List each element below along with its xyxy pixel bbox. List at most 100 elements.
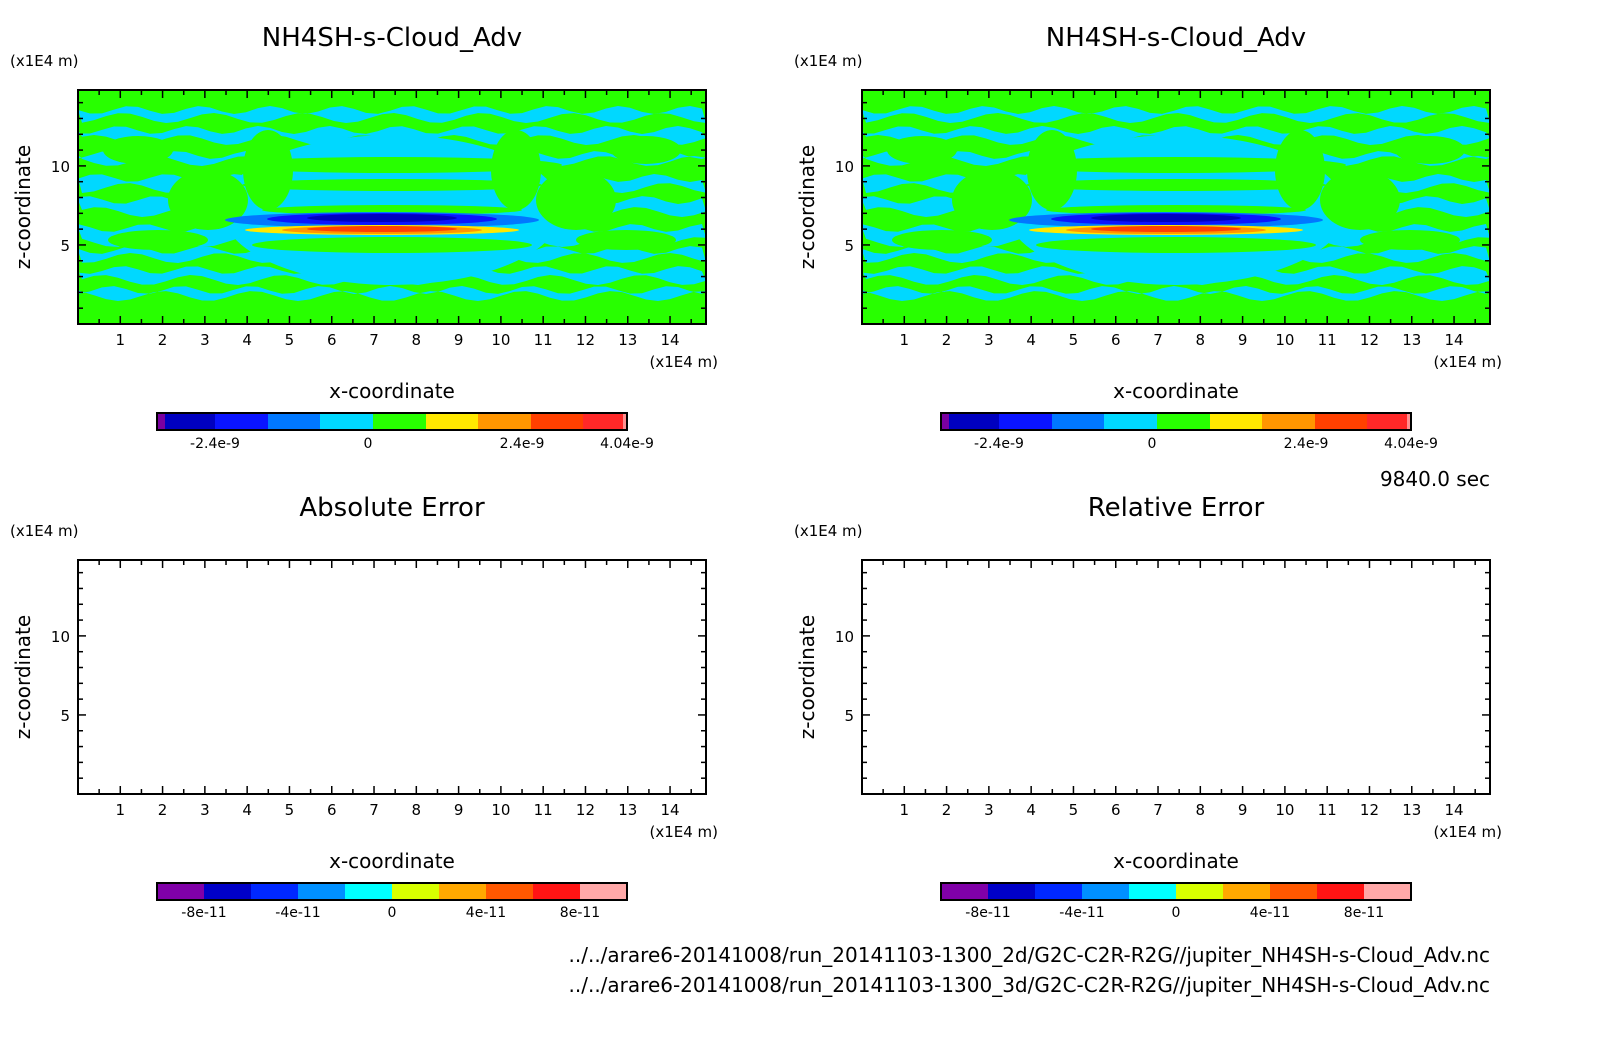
contour-field [862,90,1490,324]
x-tick-label: 14 [661,801,680,819]
colorbar-swatch [1317,883,1364,900]
x-unit-label: (x1E4 m) [1433,823,1502,841]
y-axis-label: z-coordinate [795,145,819,269]
x-tick-label: 5 [1069,331,1079,349]
colorbar-frame [940,882,1412,901]
plot-panel: Relative Error (x1E4 m) (x1E4 m) x-coordina… [794,493,1502,921]
colorbar-swatch [1210,413,1262,430]
contour-negative [1091,214,1241,222]
y-tick-label: 5 [844,237,854,255]
y-axis-label: z-coordinate [11,615,35,739]
contour-band [862,106,1490,123]
file-path-2: ../../arare6-20141008/run_20141103-1300_… [569,973,1490,997]
colorbar-swatch [1315,413,1367,430]
x-tick-label: 12 [1360,801,1379,819]
x-tick-label: 2 [158,331,168,349]
colorbar-tick-label: 4e-11 [466,905,506,921]
colorbar-tick-label: 0 [388,905,397,921]
x-tick-label: 6 [327,331,337,349]
contour-band [78,106,706,123]
plot-panel: NH4SH-s-Cloud_Adv (x1E4 m) (x1E4 m) x-coord… [794,23,1502,452]
contour-band [108,230,208,250]
y-unit-label: (x1E4 m) [10,52,79,70]
x-axis-label: x-coordinate [1113,849,1239,873]
y-tick-label: 10 [835,158,854,176]
colorbar-tick-label: 0 [1172,905,1181,921]
plot-title: NH4SH-s-Cloud_Adv [1046,23,1306,53]
plot-title: Absolute Error [299,493,485,523]
colorbar-swatch [204,883,251,900]
colorbar-tick-label: 4e-11 [1250,905,1290,921]
y-axis-label: z-coordinate [11,145,35,269]
y-unit-label: (x1E4 m) [10,522,79,540]
colorbar-swatch [426,413,478,430]
contour-band [168,170,248,230]
x-tick-label: 12 [576,801,595,819]
time-label: 9840.0 sec [1380,467,1490,491]
colorbar: -2.4e-9 0 2.4e-9 4.04e-9 [156,412,654,452]
plot-frame [861,559,1491,795]
colorbar-swatch [1035,883,1082,900]
contour-band [1046,205,1306,215]
x-tick-label: 5 [285,801,295,819]
x-tick-label: 1 [116,331,126,349]
x-unit-label: (x1E4 m) [649,353,718,371]
x-tick-label: 4 [1026,801,1036,819]
colorbar-swatch [320,413,373,430]
contour-band [491,130,541,210]
colorbar-tick-label: -4e-11 [1059,905,1104,921]
x-tick-label: 7 [369,801,379,819]
colorbar-swatch [251,883,298,900]
contour-band [1395,136,1465,164]
colorbar-swatch [478,413,531,430]
x-tick-label: 10 [1275,331,1294,349]
colorbar: -2.4e-9 0 2.4e-9 4.04e-9 [940,412,1438,452]
colorbar-tick-label: -2.4e-9 [190,436,240,452]
colorbar-tick-label: 0 [1148,436,1157,452]
colorbar-swatch [157,883,204,900]
x-tick-label: 11 [534,331,553,349]
x-tick-label: 12 [576,331,595,349]
colorbar-swatch [988,883,1035,900]
x-tick-label: 13 [618,331,637,349]
colorbar-swatch [157,413,165,430]
x-tick-label: 4 [1026,331,1036,349]
y-tick-label: 10 [51,628,70,646]
colorbar-frame [156,882,628,901]
colorbar-swatch [1082,883,1129,900]
contour-band [952,170,1032,230]
x-tick-label: 14 [661,331,680,349]
colorbar-swatch [531,413,583,430]
x-tick-label: 1 [116,801,126,819]
colorbar-tick-label: -8e-11 [181,905,226,921]
colorbar-swatch [533,883,580,900]
plot-panel: NH4SH-s-Cloud_Adv (x1E4 m) (x1E4 m) x-coord… [10,23,718,452]
contour-band [242,179,542,191]
plot-frame [77,559,707,795]
x-tick-label: 1 [900,331,910,349]
colorbar-swatch [1157,413,1210,430]
x-tick-label: 12 [1360,331,1379,349]
plot-frame [77,89,707,325]
x-tick-label: 1 [900,801,910,819]
y-unit-label: (x1E4 m) [794,522,863,540]
plot-title: NH4SH-s-Cloud_Adv [262,23,522,53]
x-tick-label: 6 [327,801,337,819]
colorbar: -8e-11 -4e-11 0 4e-11 8e-11 [940,882,1412,921]
contour-band [103,136,173,164]
x-tick-label: 9 [454,801,464,819]
colorbar-tick-label: 8e-11 [1344,905,1384,921]
colorbar-swatch [373,413,426,430]
x-tick-label: 8 [1196,801,1206,819]
colorbar-swatch [345,883,392,900]
colorbar-swatch [298,883,345,900]
colorbar-swatch [439,883,486,900]
colorbar-swatch [1176,883,1223,900]
y-axis-label: z-coordinate [795,615,819,739]
x-tick-label: 2 [942,331,952,349]
contour-band [78,246,706,263]
plot-frame [861,89,1491,325]
colorbar-frame [156,412,628,431]
colorbar-swatch [215,413,268,430]
